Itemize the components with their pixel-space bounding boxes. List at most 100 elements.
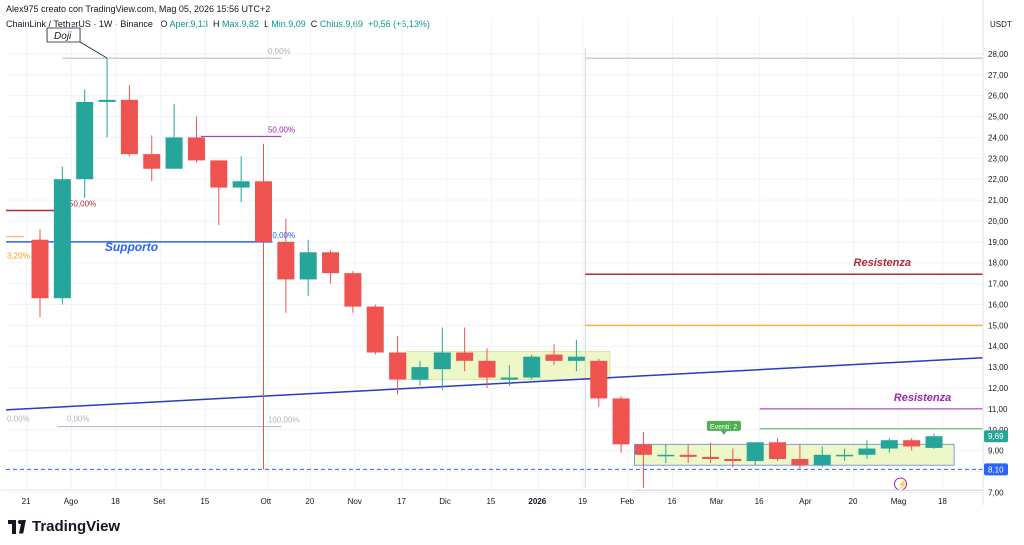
y-tick-label: 19,00	[988, 238, 1009, 247]
y-tick-label: 18,00	[988, 259, 1009, 268]
x-tick-label: 15	[486, 497, 495, 506]
y-tick-label: 11,00	[988, 405, 1008, 414]
events-badge	[706, 420, 741, 431]
candle-body	[523, 356, 541, 378]
fib-label-left: 3,20%	[7, 252, 30, 261]
high-value: Max.9,82	[222, 19, 260, 29]
candle-body	[880, 440, 898, 449]
open-value: Aper.9,13	[169, 19, 208, 29]
candle-body	[456, 352, 474, 361]
y-tick-label: 21,00	[988, 196, 1009, 205]
events-label: Eventi: 2	[710, 424, 737, 431]
x-tick-label: Set	[153, 497, 166, 506]
candle-body	[389, 352, 407, 380]
y-tick-label: 15,00	[988, 321, 1009, 330]
x-tick-label: Mar	[710, 497, 724, 506]
candle-body	[791, 458, 809, 466]
y-tick-label: 9,00	[988, 447, 1004, 456]
y-tick-label: 7,00	[988, 488, 1004, 497]
candle-body	[187, 137, 205, 161]
x-tick-label: Apr	[799, 497, 812, 506]
x-tick-label: 21	[22, 497, 31, 506]
y-tick-label: 23,00	[988, 154, 1009, 163]
candle-body	[31, 239, 49, 299]
resistance-2-label: Resistenza	[894, 392, 951, 404]
fib-a-bot-label: 100,00%	[268, 416, 300, 425]
tradingview-logo-icon	[8, 519, 26, 534]
currency-label: USDT	[990, 20, 1012, 29]
x-tick-label: Ago	[64, 497, 79, 506]
doji-label: Doji	[54, 31, 72, 42]
candle-body	[679, 454, 697, 457]
candle-body	[76, 101, 94, 180]
candle-body	[277, 241, 295, 280]
fib-label-red-mid: 50,00%	[69, 200, 96, 209]
x-tick-label: 15	[200, 497, 209, 506]
candle-body	[858, 448, 876, 455]
y-tick-label: 24,00	[988, 133, 1009, 142]
open-key: O	[160, 19, 168, 29]
candle-body	[769, 442, 787, 459]
y-tick-label: 16,00	[988, 300, 1009, 309]
candle-body	[366, 306, 384, 353]
y-tick-label: 25,00	[988, 113, 1009, 122]
candle-body	[232, 181, 250, 188]
y-tick-label: 13,00	[988, 363, 1009, 372]
author-line: Alex975 creato con TradingView.com, Mag …	[6, 4, 271, 14]
y-tick-label: 26,00	[988, 92, 1009, 101]
x-tick-label: Dic	[439, 497, 451, 506]
x-tick-label: 18	[111, 497, 120, 506]
symbol-label: ChainLink / TetherUS · 1W · Binance	[6, 19, 153, 29]
y-tick-label: 22,00	[988, 175, 1009, 184]
candle-body	[813, 454, 831, 466]
y-tick-label: 28,00	[988, 50, 1009, 59]
low-value: Min.9,09	[271, 19, 306, 29]
x-tick-label: 18	[938, 497, 947, 506]
dashed-level-tag	[984, 463, 1008, 476]
change-value: +0,56 (+6,13%)	[367, 19, 430, 29]
fib-a-mid-label: 50,00%	[268, 125, 295, 134]
x-tick-label: Feb	[620, 497, 634, 506]
y-tick-label: 17,00	[988, 280, 1009, 289]
candle-body	[925, 436, 943, 448]
candle-body	[545, 354, 563, 361]
x-tick-label: Nov	[348, 497, 362, 506]
dashed-level-label: 8,10	[988, 465, 1004, 474]
candle-body	[53, 179, 71, 299]
symbol-ohlc-line: ChainLink / TetherUS · 1W · Binance O Ap…	[6, 19, 430, 29]
x-tick-label: 16	[668, 497, 677, 506]
doji-callout-pointer	[79, 41, 108, 59]
x-tick-label: 20	[305, 497, 314, 506]
events-badge-pointer	[720, 430, 727, 435]
candle-body	[612, 398, 630, 445]
candle-body	[746, 442, 764, 462]
tradingview-logo: TradingView	[8, 518, 120, 535]
candle-body	[165, 137, 183, 169]
candle-body	[411, 367, 429, 380]
fib-a-top-label: 0,00%	[268, 47, 291, 56]
resistance-1-label: Resistenza	[854, 257, 911, 269]
candle-body	[702, 456, 719, 459]
lightning-glyph: ⚡	[897, 479, 907, 489]
candle-body	[634, 444, 652, 455]
trend-line	[5, 356, 984, 411]
candle-body	[98, 99, 116, 102]
candle-body	[120, 99, 138, 155]
candle-body	[344, 273, 362, 307]
candle-body	[299, 252, 317, 280]
last-price-tag	[984, 430, 1008, 443]
candle-body	[433, 352, 451, 370]
x-tick-label: Mag	[891, 497, 907, 506]
candle-body	[143, 154, 161, 169]
x-tick-label: 19	[578, 497, 587, 506]
last-price-label: 9,69	[988, 432, 1004, 441]
fib-b-mid-label: 50,00%	[268, 231, 295, 240]
x-tick-label: 2026	[528, 497, 546, 506]
candle-body	[478, 360, 496, 378]
tradingview-logo-text: TradingView	[32, 518, 121, 535]
close-key: C	[310, 19, 318, 29]
x-tick-label: 16	[755, 497, 764, 506]
fib-b-left-label: 0,00%	[7, 415, 30, 424]
x-tick-label: Ott	[260, 497, 271, 506]
